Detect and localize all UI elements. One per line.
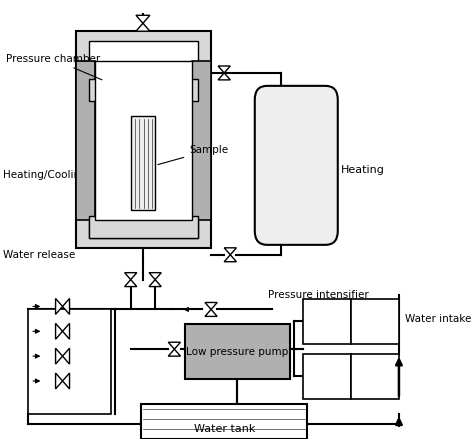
Polygon shape xyxy=(168,342,181,349)
Polygon shape xyxy=(149,273,161,280)
Bar xyxy=(141,404,307,439)
Bar xyxy=(95,61,192,220)
Text: Heating: Heating xyxy=(340,165,384,175)
Bar xyxy=(303,354,351,399)
Text: Water release: Water release xyxy=(3,250,75,260)
Bar xyxy=(89,41,198,238)
Polygon shape xyxy=(224,255,237,262)
Bar xyxy=(192,61,211,220)
Polygon shape xyxy=(205,309,217,316)
Text: Water intake: Water intake xyxy=(405,314,472,324)
Polygon shape xyxy=(136,23,150,31)
Bar xyxy=(76,61,95,220)
Text: Pressure intensifier: Pressure intensifier xyxy=(268,290,369,300)
Polygon shape xyxy=(63,323,70,339)
Polygon shape xyxy=(55,373,63,389)
Polygon shape xyxy=(218,73,230,80)
FancyBboxPatch shape xyxy=(255,86,338,245)
Polygon shape xyxy=(218,66,230,73)
Bar xyxy=(185,324,290,379)
Polygon shape xyxy=(149,280,161,286)
Bar xyxy=(303,300,351,344)
Bar xyxy=(131,116,155,210)
Polygon shape xyxy=(224,248,237,255)
Text: Low pressure pump: Low pressure pump xyxy=(186,347,288,357)
Bar xyxy=(27,309,110,414)
Polygon shape xyxy=(55,348,63,364)
Bar xyxy=(351,354,399,399)
Polygon shape xyxy=(136,15,150,23)
Text: Heating/Cooling: Heating/Cooling xyxy=(3,170,87,180)
Polygon shape xyxy=(55,323,63,339)
Text: Water tank: Water tank xyxy=(193,424,255,434)
Text: Sample: Sample xyxy=(158,146,228,165)
Polygon shape xyxy=(63,298,70,315)
Polygon shape xyxy=(63,348,70,364)
Polygon shape xyxy=(205,302,217,309)
Bar xyxy=(89,79,198,101)
Bar xyxy=(351,300,399,344)
Polygon shape xyxy=(55,298,63,315)
Bar xyxy=(89,216,198,238)
Polygon shape xyxy=(125,280,137,286)
Polygon shape xyxy=(168,349,181,356)
Text: Pressure chamber: Pressure chamber xyxy=(6,54,102,80)
Polygon shape xyxy=(125,273,137,280)
Polygon shape xyxy=(63,373,70,389)
Bar xyxy=(76,31,211,248)
